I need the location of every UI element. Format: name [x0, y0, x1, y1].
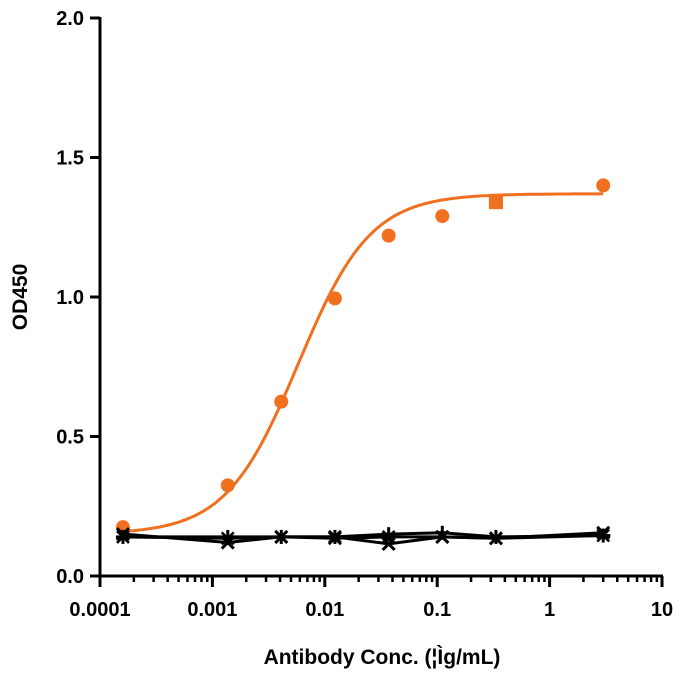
data-point-series-3 [327, 531, 342, 546]
x-tick-label: 10 [651, 599, 673, 621]
x-tick-label: 0.01 [305, 599, 344, 621]
data-point-series-3 [220, 531, 235, 546]
data-point-series-3 [115, 530, 130, 544]
data-point-series-3 [435, 530, 450, 544]
x-tick-label: 0.001 [187, 599, 237, 621]
y-tick-label: 1.5 [56, 148, 84, 170]
y-tick-label: 1.0 [56, 287, 84, 309]
x-tick-label: 0.1 [423, 599, 451, 621]
data-point-square-overlay [488, 195, 503, 210]
line-series-3 [122, 534, 604, 540]
data-point-series-0 [596, 178, 611, 193]
x-axis-title: Antibody Conc. (¦Ìg/mL) [264, 646, 501, 669]
markers [115, 178, 611, 551]
y-axis-title: OD450 [9, 264, 32, 331]
y-tick-label: 2.0 [56, 8, 84, 30]
data-point-series-0 [435, 209, 450, 224]
data-point-series-0 [220, 478, 235, 493]
y-tick-label: 0.5 [56, 427, 84, 449]
y-tick-label: 0.0 [56, 566, 84, 588]
x-tick-label: 0.0001 [69, 599, 130, 621]
data-point-series-0 [274, 394, 289, 409]
data-point-series-0 [381, 228, 396, 243]
data-point-series-3 [596, 528, 611, 543]
x-tick-label: 1 [544, 599, 555, 621]
axes: 0.0 0.5 1.0 1.5 2.0 0.0001 0.001 0.01 0.1 1 10 [56, 8, 673, 621]
data-point-series-3 [274, 530, 289, 544]
data-point-series-2 [381, 527, 396, 542]
curves [122, 192, 604, 546]
data-point-series-3 [381, 530, 396, 544]
fit-curve-series-0 [122, 192, 604, 533]
data-point-series-0 [327, 291, 342, 306]
data-point-series-3 [488, 531, 503, 546]
